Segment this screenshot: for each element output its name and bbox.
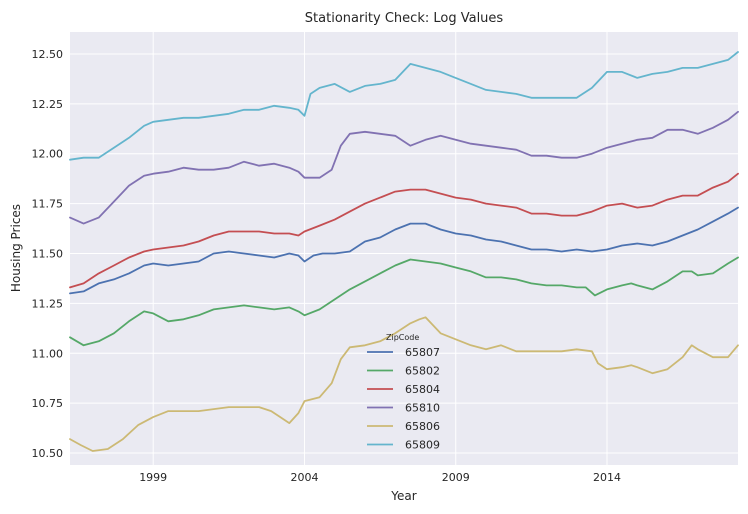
legend-items: 65807 65802 65804 65810 65806 65809 xyxy=(367,346,440,452)
y-tick-label: 10.50 xyxy=(32,447,64,460)
series-line-65806 xyxy=(69,316,739,452)
y-tick-label: 11.00 xyxy=(32,347,64,360)
y-tick-label: 11.25 xyxy=(32,297,64,310)
legend-label-65806: 65806 xyxy=(405,420,440,433)
y-tick-label: 11.50 xyxy=(32,247,64,260)
legend-title: ZipCode xyxy=(386,333,419,342)
y-tick-label: 10.75 xyxy=(32,397,64,410)
series-line-65807 xyxy=(69,206,739,295)
series-line-65810 xyxy=(69,110,739,225)
chart-title: Stationarity Check: Log Values xyxy=(305,11,504,26)
plot-area xyxy=(70,32,738,465)
legend-label-65809: 65809 xyxy=(405,439,440,452)
y-axis-ticks: 10.50 10.75 11.00 11.25 11.50 11.75 12.00 12.25… xyxy=(32,48,64,460)
y-tick-label: 12.00 xyxy=(32,148,64,161)
y-axis-title: Housing Prices xyxy=(9,204,23,292)
series-line-65804 xyxy=(69,172,739,289)
legend-label-65804: 65804 xyxy=(405,383,440,396)
legend-label-65807: 65807 xyxy=(405,346,440,359)
x-tick-label: 1999 xyxy=(139,471,167,484)
x-tick-label: 2014 xyxy=(593,471,621,484)
x-axis-ticks: 1999 2004 2009 2014 xyxy=(139,471,621,484)
series-layer xyxy=(69,51,739,452)
series-line-65809 xyxy=(69,51,739,161)
grid-lines xyxy=(70,32,738,465)
x-tick-label: 2009 xyxy=(442,471,470,484)
series-line-65802 xyxy=(69,256,739,347)
legend-label-65810: 65810 xyxy=(405,402,440,415)
y-tick-label: 12.50 xyxy=(32,48,64,61)
y-tick-label: 12.25 xyxy=(32,98,64,111)
legend-label-65802: 65802 xyxy=(405,365,440,378)
x-axis-title: Year xyxy=(390,489,416,503)
x-tick-label: 2004 xyxy=(290,471,318,484)
y-tick-label: 11.75 xyxy=(32,198,64,211)
legend: ZipCode 65807 65802 65804 65810 65806 65809 xyxy=(367,333,440,452)
